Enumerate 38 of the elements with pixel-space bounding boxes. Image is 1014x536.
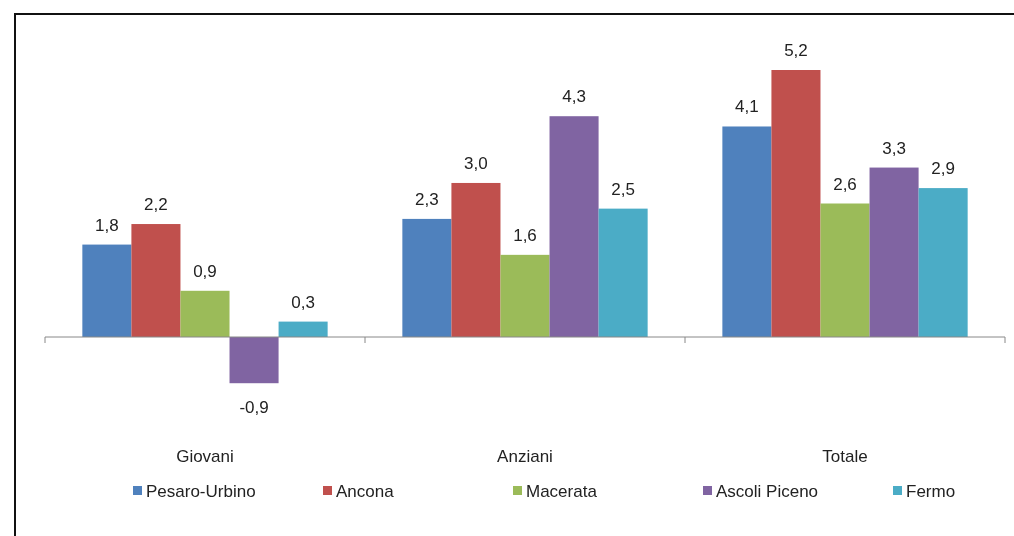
bar xyxy=(820,203,870,337)
data-label: 3,0 xyxy=(464,153,488,173)
bar xyxy=(229,337,279,384)
data-label: 2,2 xyxy=(144,195,168,215)
data-label: 3,3 xyxy=(882,138,906,158)
bar xyxy=(598,208,648,337)
x-tick-label: Anziani xyxy=(497,447,553,466)
data-label: 4,1 xyxy=(735,97,759,117)
x-tick-label: Giovani xyxy=(176,447,234,466)
legend-label: Ancona xyxy=(336,482,395,501)
bar xyxy=(82,244,132,337)
data-label: 4,3 xyxy=(562,87,586,107)
data-label: 2,9 xyxy=(931,159,955,179)
bar xyxy=(918,188,968,337)
bar xyxy=(278,321,328,337)
data-label: 0,9 xyxy=(193,261,217,281)
bar xyxy=(451,182,501,337)
bar xyxy=(180,290,230,337)
legend-label: Macerata xyxy=(526,482,598,501)
data-label: 2,6 xyxy=(833,174,857,194)
data-label: 0,3 xyxy=(291,292,315,312)
legend-label: Fermo xyxy=(906,482,956,501)
bar xyxy=(771,70,821,337)
legend-label: Ascoli Piceno xyxy=(716,482,819,501)
data-label: 1,6 xyxy=(513,225,537,245)
bar xyxy=(549,116,599,337)
data-label: 5,2 xyxy=(784,41,808,60)
data-label: 2,3 xyxy=(415,189,439,209)
data-label: -0,9 xyxy=(239,398,269,418)
bar xyxy=(869,167,919,337)
bar xyxy=(131,224,181,337)
bar xyxy=(402,218,452,337)
bar xyxy=(500,254,550,337)
bar xyxy=(722,126,772,337)
data-label: 1,8 xyxy=(95,215,119,235)
legend-label: Pesaro-Urbino xyxy=(146,482,256,501)
data-label: 2,5 xyxy=(611,179,635,199)
x-tick-label: Totale xyxy=(822,447,868,466)
